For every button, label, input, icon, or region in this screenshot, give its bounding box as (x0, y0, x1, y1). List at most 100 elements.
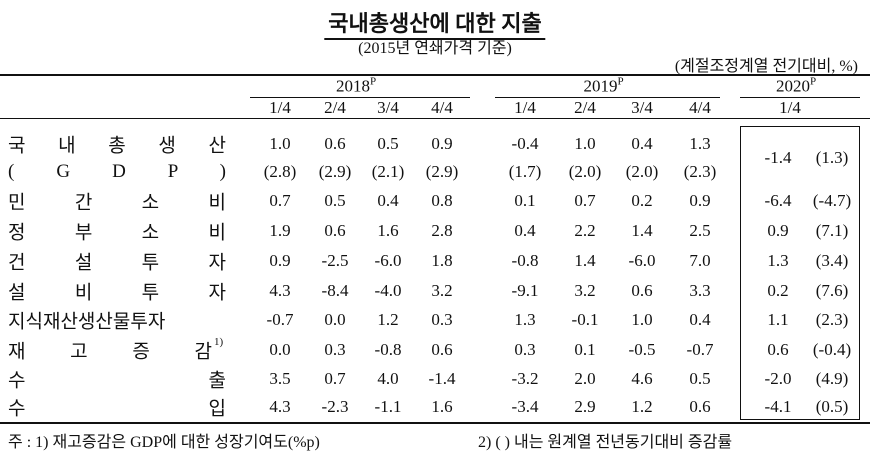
cell: 0.8 (431, 191, 453, 210)
prelim-mark: P (617, 75, 624, 88)
cell: 0.2 (631, 191, 653, 210)
cell: -0.5 (628, 340, 656, 359)
cell: 0.6 (324, 221, 346, 240)
cell: -9.1 (511, 281, 539, 300)
cell: -1.1 (374, 397, 402, 416)
cell: -6.0 (374, 251, 402, 270)
cell: 4.6 (631, 369, 653, 388)
cell: 1.9 (269, 221, 291, 240)
row-label: 수 출 (8, 370, 226, 392)
cell: (2.0) (625, 162, 659, 181)
cell: 0.5 (324, 191, 346, 210)
year-rule (250, 97, 470, 98)
title: 국내총생산에 대한 지출 (324, 6, 546, 40)
cell: (1.7) (508, 162, 542, 181)
cell: -1.4 (764, 148, 792, 167)
cell: 0.9 (689, 191, 711, 210)
cell: 3.5 (269, 369, 291, 388)
footnote: 주 : 1) 재고증감은 GDP에 대한 성장기여도(%p) (8, 434, 320, 451)
footnote-mark: 1) (214, 336, 224, 348)
cell: 1.3 (767, 251, 789, 270)
row-label: 지식재산생산물투자 (8, 311, 166, 333)
cell: 1.3 (514, 310, 536, 329)
cell: 2.0 (574, 369, 596, 388)
cell: 3.2 (431, 281, 453, 300)
cell: 1.6 (431, 397, 453, 416)
cell: 0.6 (324, 134, 346, 153)
cell: 1.1 (767, 310, 789, 329)
cell: (3.4) (815, 251, 849, 270)
cell: -8.4 (321, 281, 349, 300)
row-label: 건 설 투 자 (8, 252, 226, 274)
cell: 0.0 (269, 340, 291, 359)
cell: 4.0 (377, 369, 399, 388)
cell: (2.9) (318, 162, 352, 181)
cell: 7.0 (689, 251, 711, 270)
cell: 1.0 (631, 310, 653, 329)
latest-box (740, 126, 860, 420)
cell: 0.4 (689, 310, 711, 329)
cell: 3.3 (689, 281, 711, 300)
row-label: 정 부 소 비 (8, 222, 226, 244)
cell: 0.2 (767, 281, 789, 300)
year: 2019P (583, 75, 624, 96)
cell: 1.4 (574, 251, 596, 270)
cell: -3.2 (511, 369, 539, 388)
cell: 1.0 (574, 134, 596, 153)
cell: 1.8 (431, 251, 453, 270)
cell: -4.0 (374, 281, 402, 300)
bottom-rule (0, 422, 870, 424)
cell: -2.5 (321, 251, 349, 270)
cell: (2.0) (568, 162, 602, 181)
cell: 0.4 (377, 191, 399, 210)
quarter: 3/4 (631, 98, 653, 117)
cell: 0.7 (324, 369, 346, 388)
cell: (-0.4) (812, 340, 852, 359)
cell: 2.9 (574, 397, 596, 416)
cell: -1.4 (428, 369, 456, 388)
cell: 0.7 (574, 191, 596, 210)
unit: (계절조정계열 전기대비, %) (674, 58, 858, 75)
footnote: 2) ( ) 내는 원계열 전년동기대비 증감률 (478, 434, 733, 451)
cell: 1.2 (377, 310, 399, 329)
cell: -4.1 (764, 397, 792, 416)
quarter: 2/4 (574, 98, 596, 117)
row-label: 설 비 투 자 (8, 282, 226, 304)
cell: 0.7 (269, 191, 291, 210)
row-label: 국 내 총 생 산 (8, 135, 226, 157)
cell: (2.3) (683, 162, 717, 181)
cell: 0.6 (689, 397, 711, 416)
cell: (2.9) (425, 162, 459, 181)
cell: (-4.7) (812, 191, 852, 210)
year-rule (495, 97, 720, 98)
cell: (2.3) (815, 310, 849, 329)
cell: -6.4 (764, 191, 792, 210)
cell: (0.5) (815, 397, 849, 416)
year: 2018P (335, 75, 377, 96)
cell: -0.1 (571, 310, 599, 329)
quarter: 4/4 (431, 98, 453, 117)
row-label: 민 간 소 비 (8, 192, 226, 214)
cell: 0.9 (767, 221, 789, 240)
top-rule (0, 74, 870, 76)
cell: 0.3 (514, 340, 536, 359)
cell: 0.9 (431, 134, 453, 153)
row-label: 수 입 (8, 398, 226, 420)
cell: -0.4 (511, 134, 539, 153)
cell: (1.3) (815, 148, 849, 167)
cell: 0.9 (269, 251, 291, 270)
row-label: 재 고 증 감 (8, 341, 212, 363)
cell: 1.4 (631, 221, 653, 240)
quarter: 4/4 (689, 98, 711, 117)
cell: 0.6 (767, 340, 789, 359)
year-rule (740, 97, 860, 98)
cell: 4.3 (269, 281, 291, 300)
prelim-mark: P (369, 75, 377, 88)
cell: 0.4 (631, 134, 653, 153)
year: 2020P (775, 75, 817, 96)
quarter: 1/4 (779, 98, 801, 117)
cell: 1.3 (689, 134, 711, 153)
cell: 3.2 (574, 281, 596, 300)
cell: 0.4 (514, 221, 536, 240)
cell: -0.8 (511, 251, 539, 270)
